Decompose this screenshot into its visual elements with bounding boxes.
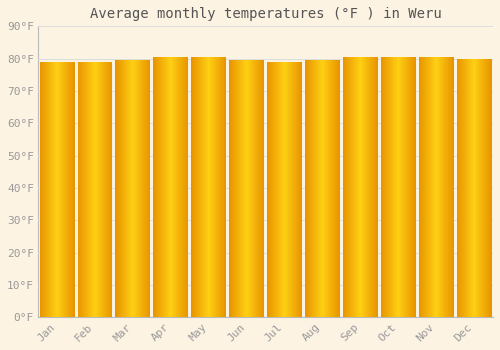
Title: Average monthly temperatures (°F ) in Weru: Average monthly temperatures (°F ) in We… <box>90 7 442 21</box>
